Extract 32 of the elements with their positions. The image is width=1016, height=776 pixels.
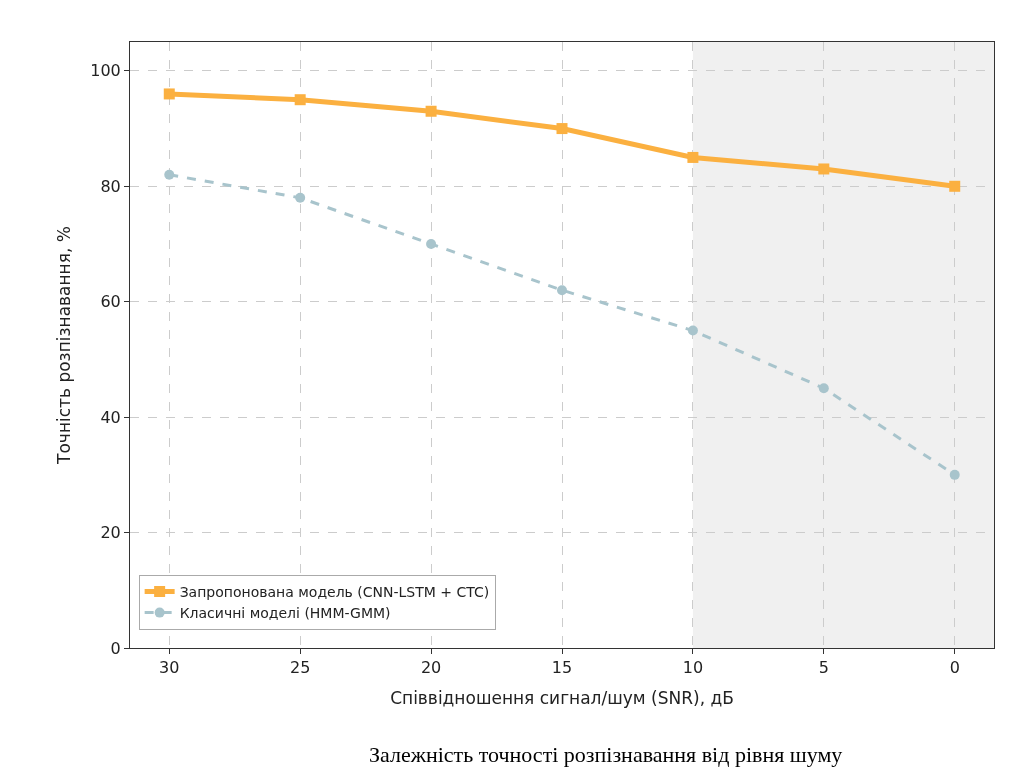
x-tick-label: 0 <box>949 658 960 678</box>
point <box>556 123 568 135</box>
point <box>426 239 437 249</box>
x-tick-label: 5 <box>818 658 829 678</box>
point <box>687 325 698 336</box>
point <box>425 105 437 117</box>
legend-label: Запропонована модель (CNN-LSTM + CTC) <box>179 583 490 600</box>
point <box>818 163 830 175</box>
y-tick-label: 60 <box>100 292 121 312</box>
point <box>163 88 175 100</box>
y-tick-label: 100 <box>90 61 121 81</box>
point <box>557 285 567 296</box>
point <box>687 151 699 163</box>
text: Залежність точності розпізнавання від рівня шуму <box>369 742 843 767</box>
x-tick-label: 10 <box>682 658 704 678</box>
x-tick-label: 20 <box>420 658 442 678</box>
y-tick-label: 40 <box>100 407 121 427</box>
point <box>949 469 960 480</box>
point <box>295 192 306 203</box>
y-tick-label: 0 <box>110 638 121 658</box>
point <box>949 180 961 192</box>
y-tick-label: 80 <box>100 176 121 196</box>
legend-label: Класичні моделі (HMM-GMM) <box>179 605 391 622</box>
y-tick-label: 20 <box>100 523 121 543</box>
point <box>164 169 175 180</box>
point <box>294 94 306 106</box>
x-tick-label: 30 <box>159 658 180 678</box>
point <box>818 383 829 394</box>
y-axis-title: Точність розпізнавання, % <box>53 226 74 465</box>
x-tick-label: 15 <box>551 658 573 678</box>
x-axis-title: Співвідношення сигнал/шум (SNR), дБ <box>390 687 734 708</box>
x-tick-label: 25 <box>290 658 311 678</box>
